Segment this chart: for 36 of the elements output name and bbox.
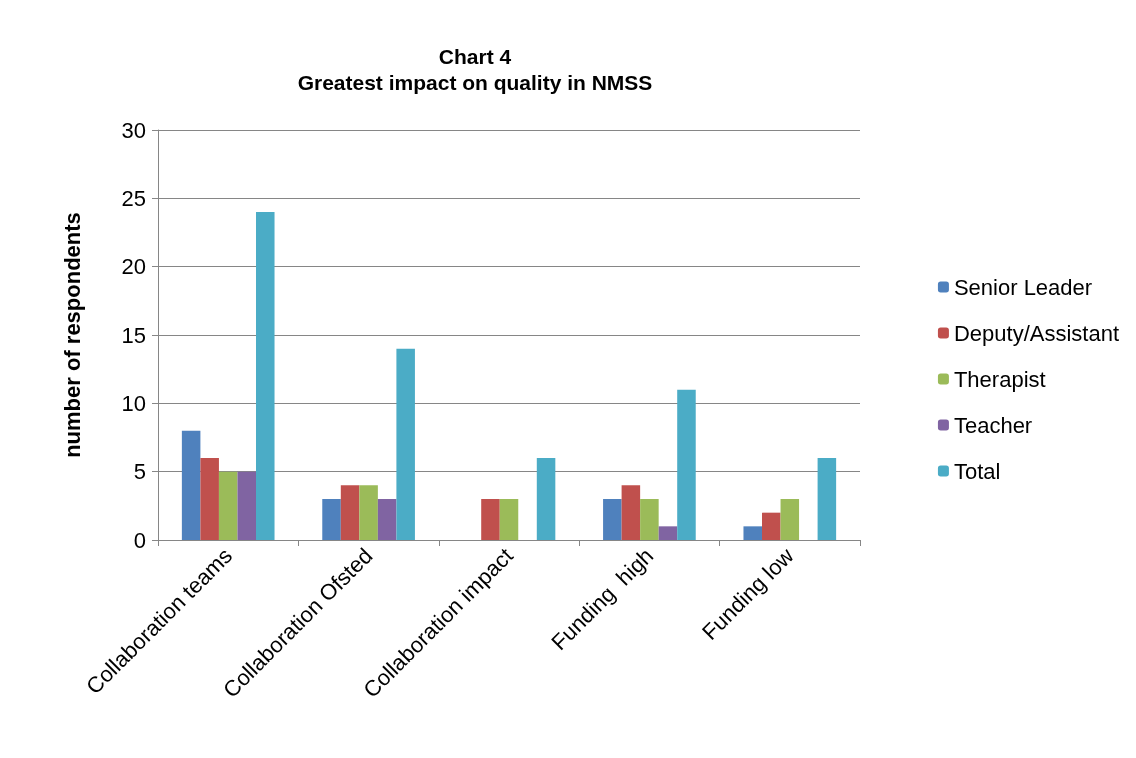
legend-label: Deputy/Assistant [953, 320, 1119, 346]
y-axis-title: number of respondents [59, 212, 85, 458]
y-tick-label: 10 [121, 390, 146, 416]
bar [340, 485, 360, 540]
y-tick-label: 25 [121, 185, 146, 211]
bar [200, 458, 219, 540]
bar [181, 430, 201, 540]
bar [256, 212, 275, 540]
legend-label: Senior Leader [953, 274, 1093, 300]
bar [377, 499, 397, 540]
bar [237, 471, 256, 540]
legend-label: Therapist [953, 366, 1046, 392]
bar [218, 471, 238, 540]
y-tick-label: 20 [121, 254, 146, 280]
legend-label: Total [953, 458, 1001, 484]
y-tick-label: 15 [121, 322, 146, 348]
bar [743, 526, 762, 540]
y-tick-label: 0 [133, 527, 146, 553]
bar [359, 485, 378, 540]
bar [762, 512, 781, 540]
bar [817, 458, 837, 540]
bar [640, 499, 659, 540]
bar [603, 499, 622, 540]
bar [621, 485, 641, 540]
bar [658, 526, 678, 540]
chart-title: Chart 4 Greatest impact on quality in NMSS [297, 44, 653, 94]
bar [322, 499, 341, 540]
bar [396, 348, 415, 540]
bar [677, 389, 696, 540]
y-tick-label: 5 [133, 459, 146, 485]
bar [780, 499, 800, 540]
bar [499, 499, 519, 540]
y-tick-label: 30 [121, 117, 146, 143]
bar [481, 499, 500, 540]
legend-label: Teacher [953, 412, 1033, 438]
bar [536, 458, 556, 540]
